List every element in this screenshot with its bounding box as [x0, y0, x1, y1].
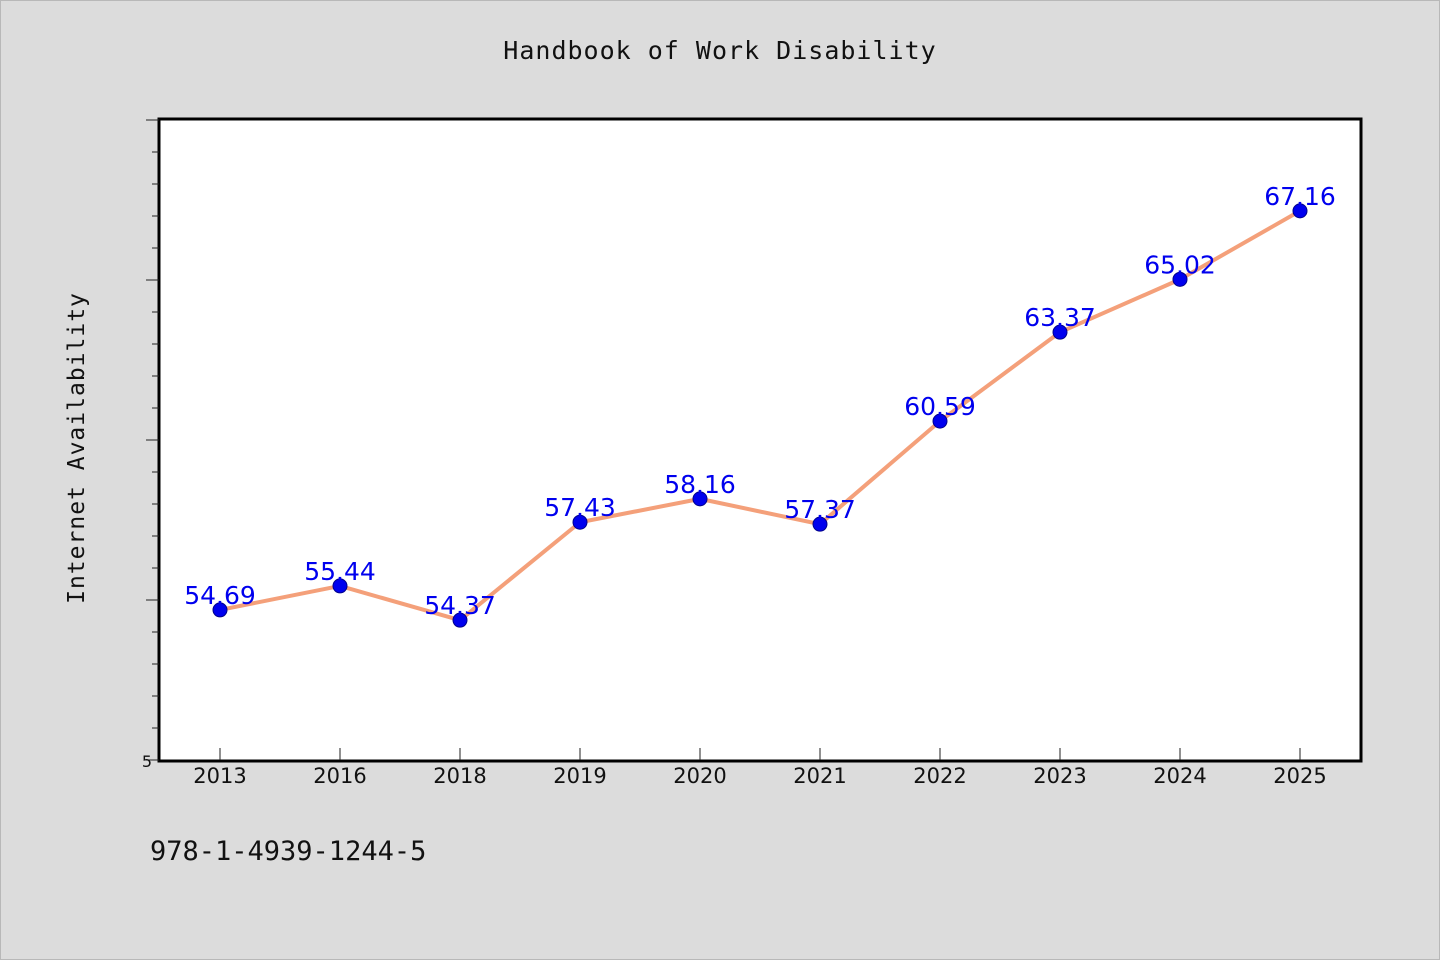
- data-label: 65.02: [1144, 250, 1216, 279]
- y-axis-ticks: [146, 119, 159, 761]
- x-tick-label: 2013: [193, 764, 246, 788]
- y-axis-label: Internet Availability: [64, 292, 90, 604]
- data-label: 67.16: [1264, 182, 1336, 211]
- x-tick-label: 2021: [793, 764, 846, 788]
- data-label: 58.16: [664, 470, 736, 499]
- data-point: [932, 413, 948, 429]
- plot-area: [157, 117, 1363, 763]
- x-tick-label: 2022: [913, 764, 966, 788]
- data-point: [692, 491, 708, 507]
- data-label: 60.59: [904, 392, 976, 421]
- series-line: [219, 209, 1301, 623]
- chart-title: Handbook of Work Disability: [503, 36, 937, 65]
- data-label: 57.37: [784, 495, 856, 524]
- data-point: [212, 602, 228, 618]
- x-axis-ticks: 2013 2016 2018 2019 2020 2021 2022 2023 2024 2025: [193, 748, 1327, 788]
- data-labels: 54.69 55.44 54.37 57.43 58.16 57.37 60.59 63.37…: [184, 182, 1336, 620]
- data-label: 57.43: [544, 493, 616, 522]
- x-tick-label: 2023: [1033, 764, 1086, 788]
- data-label: 63.37: [1024, 303, 1096, 332]
- data-point: [452, 612, 468, 628]
- data-markers: [212, 203, 1308, 628]
- data-label: 54.37: [424, 591, 496, 620]
- isbn-footer: 978-1-4939-1244-5: [150, 836, 427, 867]
- data-point: [1052, 324, 1068, 340]
- data-point: [332, 578, 348, 594]
- data-label: 55.44: [304, 557, 376, 586]
- x-tick-label: 2018: [433, 764, 486, 788]
- x-tick-label: 2016: [313, 764, 366, 788]
- data-point: [812, 516, 828, 532]
- x-tick-label: 2024: [1153, 764, 1206, 788]
- y-tick-label: 5: [142, 752, 152, 771]
- x-tick-label: 2019: [553, 764, 606, 788]
- x-tick-label: 2020: [673, 764, 726, 788]
- data-point: [1292, 203, 1308, 219]
- data-label: 54.69: [184, 581, 256, 610]
- x-tick-label: 2025: [1273, 764, 1326, 788]
- data-point: [1172, 271, 1188, 287]
- data-point: [572, 514, 588, 530]
